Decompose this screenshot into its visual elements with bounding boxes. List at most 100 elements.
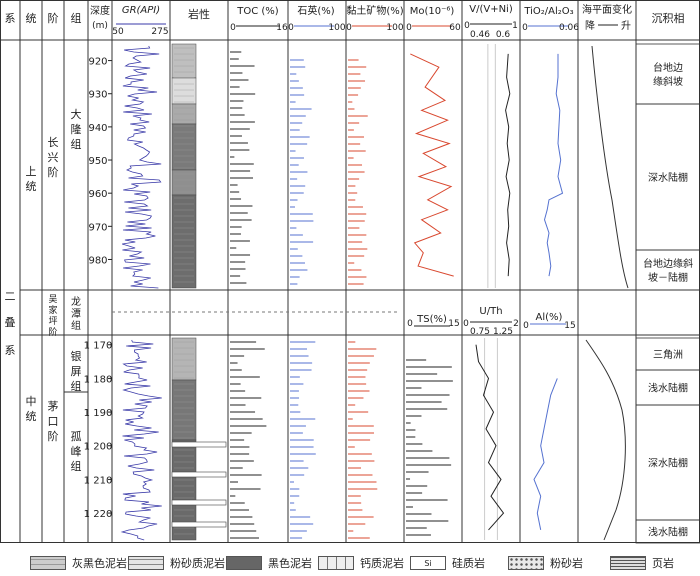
depth-tick-label: 1 210 [84,475,113,486]
gr-max: 275 [151,27,168,37]
legend-siltstone: 粉砂岩 [508,554,583,572]
strat-yinping-char: 屏 [71,365,82,378]
strat-upper-series-1: 上 [26,165,37,178]
facies-box [635,519,700,544]
toc-min: 0 [230,23,236,33]
depth-tick-label: 1 200 [84,442,113,453]
gr-curve-upper [121,45,162,289]
depth-tick-label: 970 [88,222,107,233]
strat-gufeng-char: 峰 [71,445,82,458]
depth-tick-label: 920 [88,57,107,68]
header-depth: 深度 [90,4,110,17]
lithology-block [171,169,197,196]
strat-gufeng-char: 组 [71,459,82,473]
mo-curve [410,53,454,277]
strat-middle-stage-char: 阶 [48,429,59,443]
depth-tick-label: 960 [88,189,107,200]
vvni-sub2: 0.6 [496,30,511,40]
uth-curve [475,344,505,531]
lithology-block [171,337,197,381]
quartz-min: 0 [288,23,294,33]
uth-sub1: 0.75 [470,327,490,337]
depth-tick-label: 940 [88,123,107,134]
uth-min: 0 [463,319,469,329]
siliceous-band [171,471,227,478]
uth-max: 2 [513,319,519,329]
header-depth-unit: (m) [92,21,108,31]
facies-box [635,249,700,291]
clay-max: 100 [386,23,403,33]
depth-tick-label: 1 220 [84,509,113,520]
ti-curve [543,53,564,277]
lithology-block [171,379,197,441]
strat-wujiaping-char: 坪 [48,316,57,327]
header-clay: 黏土矿物(%) [346,4,403,17]
strat-upper-stage-char: 阶 [48,165,59,179]
ti-min: 0 [522,23,528,33]
header-toc: TOC (%) [236,6,279,17]
depth-tick-label: 980 [88,255,107,266]
header-gr: GR(API) [122,5,160,16]
facies-label: 浅水陆棚 [648,382,688,395]
al-min: 0 [523,321,529,331]
ti-max: 0.06 [559,23,579,33]
facies-label: 台地边缘斜 [643,257,693,270]
header-lithology: 岩性 [188,7,210,21]
legend-grey-black-mudstone: 灰黑色泥岩 [30,554,127,572]
lithology-block [171,194,197,289]
header-vvni: V/(V+Ni) [469,4,513,15]
legend-black-mudstone: 黑色泥岩 [226,554,312,572]
depth-tick-label: 1 180 [84,374,113,385]
mid-ts: TS(%) [416,314,447,325]
depth-tick-label: 1 190 [84,408,113,419]
strat-system-1: 二 [5,290,16,303]
header-facies: 沉积相 [652,12,685,25]
strat-wujiaping-char: 吴 [48,294,57,305]
lithology-block [171,123,197,171]
strat-gufeng-char: 孤 [71,430,82,443]
strat-upper-group-char: 隆 [71,122,82,136]
mo-min: 0 [406,23,412,33]
header-series: 统 [26,12,37,25]
depth-tick-label: 950 [88,156,107,167]
facies-label: 缘斜坡 [653,75,683,88]
strat-upper-group-char: 大 [71,107,82,121]
mid-uth: U/Th [479,306,502,317]
al-max: 15 [564,321,575,331]
strat-longtan-char: 龙 [71,295,81,308]
facies-label: 坡－陆棚 [648,271,688,284]
legend-shale: 页岩 [610,554,674,572]
vvni-max: 1 [512,21,518,31]
siliceous-band [171,521,227,528]
strat-upper-stage-char: 长 [48,136,59,149]
quartz-max: 100 [328,23,345,33]
mo-max: 60 [449,23,461,33]
facies-label: 深水陆棚 [648,171,688,184]
al-curve [533,378,558,530]
header-system: 系 [5,12,16,25]
clay-min: 0 [346,23,352,33]
strat-upper-stage-char: 兴 [48,151,59,164]
facies-label: 浅水陆棚 [648,526,688,539]
strat-middle-stage-char: 茅 [48,400,59,413]
depth-tick-label: 930 [88,90,107,101]
vvni-sub1: 0.46 [470,30,490,40]
ts-max: 15 [448,319,459,329]
depth-tick-label: 1 170 [84,341,113,352]
strat-middle-series-2: 统 [26,410,37,423]
lithology-block [171,77,197,105]
siliceous-band [171,441,227,448]
sea-rise: 升 [621,20,631,32]
mid-al: Al(%) [536,312,563,323]
strat-upper-group-char: 组 [71,137,82,151]
strat-wujiaping-char: 阶 [48,326,57,338]
lithology-legend: 灰黑色泥岩 粉砂质泥岩 黑色泥岩 钙质泥岩 Si 硅质岩 粉砂岩 页岩 [0,548,700,576]
gr-min: 50 [112,27,124,37]
strat-longtan-char: 潭 [71,308,81,320]
header-ti: TiO₂/Al₂O₃ [523,6,573,17]
header-group: 组 [71,11,82,25]
legend-siliceous-rock: Si 硅质岩 [410,554,485,572]
facies-label: 深水陆棚 [648,457,688,470]
facies-label: 三角洲 [653,349,683,361]
